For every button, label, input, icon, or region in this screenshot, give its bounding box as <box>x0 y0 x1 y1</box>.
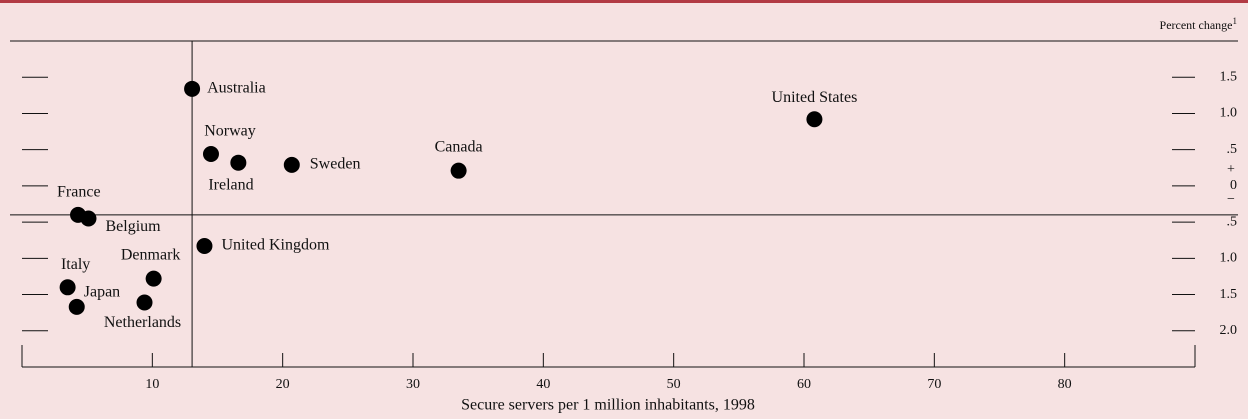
point <box>450 162 467 179</box>
sign-label: − <box>1227 192 1235 207</box>
y-tick-label: 1.5 <box>1220 287 1238 302</box>
top-rule <box>0 0 1248 3</box>
point <box>230 154 247 171</box>
sign-label: + <box>1227 162 1235 177</box>
point-label: Canada <box>435 138 483 155</box>
y-tick-label: 2.0 <box>1220 323 1238 338</box>
point <box>59 279 76 296</box>
point <box>202 146 219 163</box>
x-axis-label: Secure servers per 1 million inhabitants… <box>461 397 755 414</box>
y-axis-label-text: Percent change <box>1160 18 1233 32</box>
point-label: Netherlands <box>104 314 181 331</box>
point-label: Japan <box>84 284 120 301</box>
point <box>145 270 162 287</box>
y-tick-label: 1.5 <box>1220 69 1238 84</box>
point <box>283 156 300 173</box>
y-axis-label: Percent change1 <box>1160 16 1237 32</box>
point-label: Sweden <box>310 156 361 173</box>
x-tick-label: 80 <box>1058 377 1072 392</box>
x-tick-label: 10 <box>145 377 159 392</box>
point <box>196 238 213 255</box>
y-tick-label: 1.0 <box>1220 106 1238 121</box>
point-label: Italy <box>61 256 90 273</box>
point-label: Ireland <box>208 176 253 193</box>
x-tick-label: 60 <box>797 377 811 392</box>
point-label: Australia <box>207 79 266 96</box>
y-tick-label: .5 <box>1227 214 1238 229</box>
point-label: France <box>57 184 101 201</box>
x-tick-label: 40 <box>536 377 550 392</box>
footnote-mark: 1 <box>1233 16 1238 26</box>
point <box>136 294 153 311</box>
point-label: United States <box>772 89 858 106</box>
point-label: Norway <box>204 123 256 140</box>
point-label: United Kingdom <box>221 237 330 254</box>
x-tick-label: 20 <box>276 377 290 392</box>
point <box>184 80 201 97</box>
point-label: Denmark <box>121 246 181 263</box>
y-tick-label: .5 <box>1227 142 1238 157</box>
x-tick-label: 70 <box>927 377 941 392</box>
x-tick-label: 50 <box>667 377 681 392</box>
point <box>806 111 823 128</box>
point-label: Belgium <box>105 218 161 235</box>
y-tick-label: 0 <box>1230 178 1237 193</box>
point <box>80 210 97 227</box>
point <box>68 298 85 315</box>
y-tick-label: 1.0 <box>1220 251 1238 266</box>
x-tick-label: 30 <box>406 377 420 392</box>
